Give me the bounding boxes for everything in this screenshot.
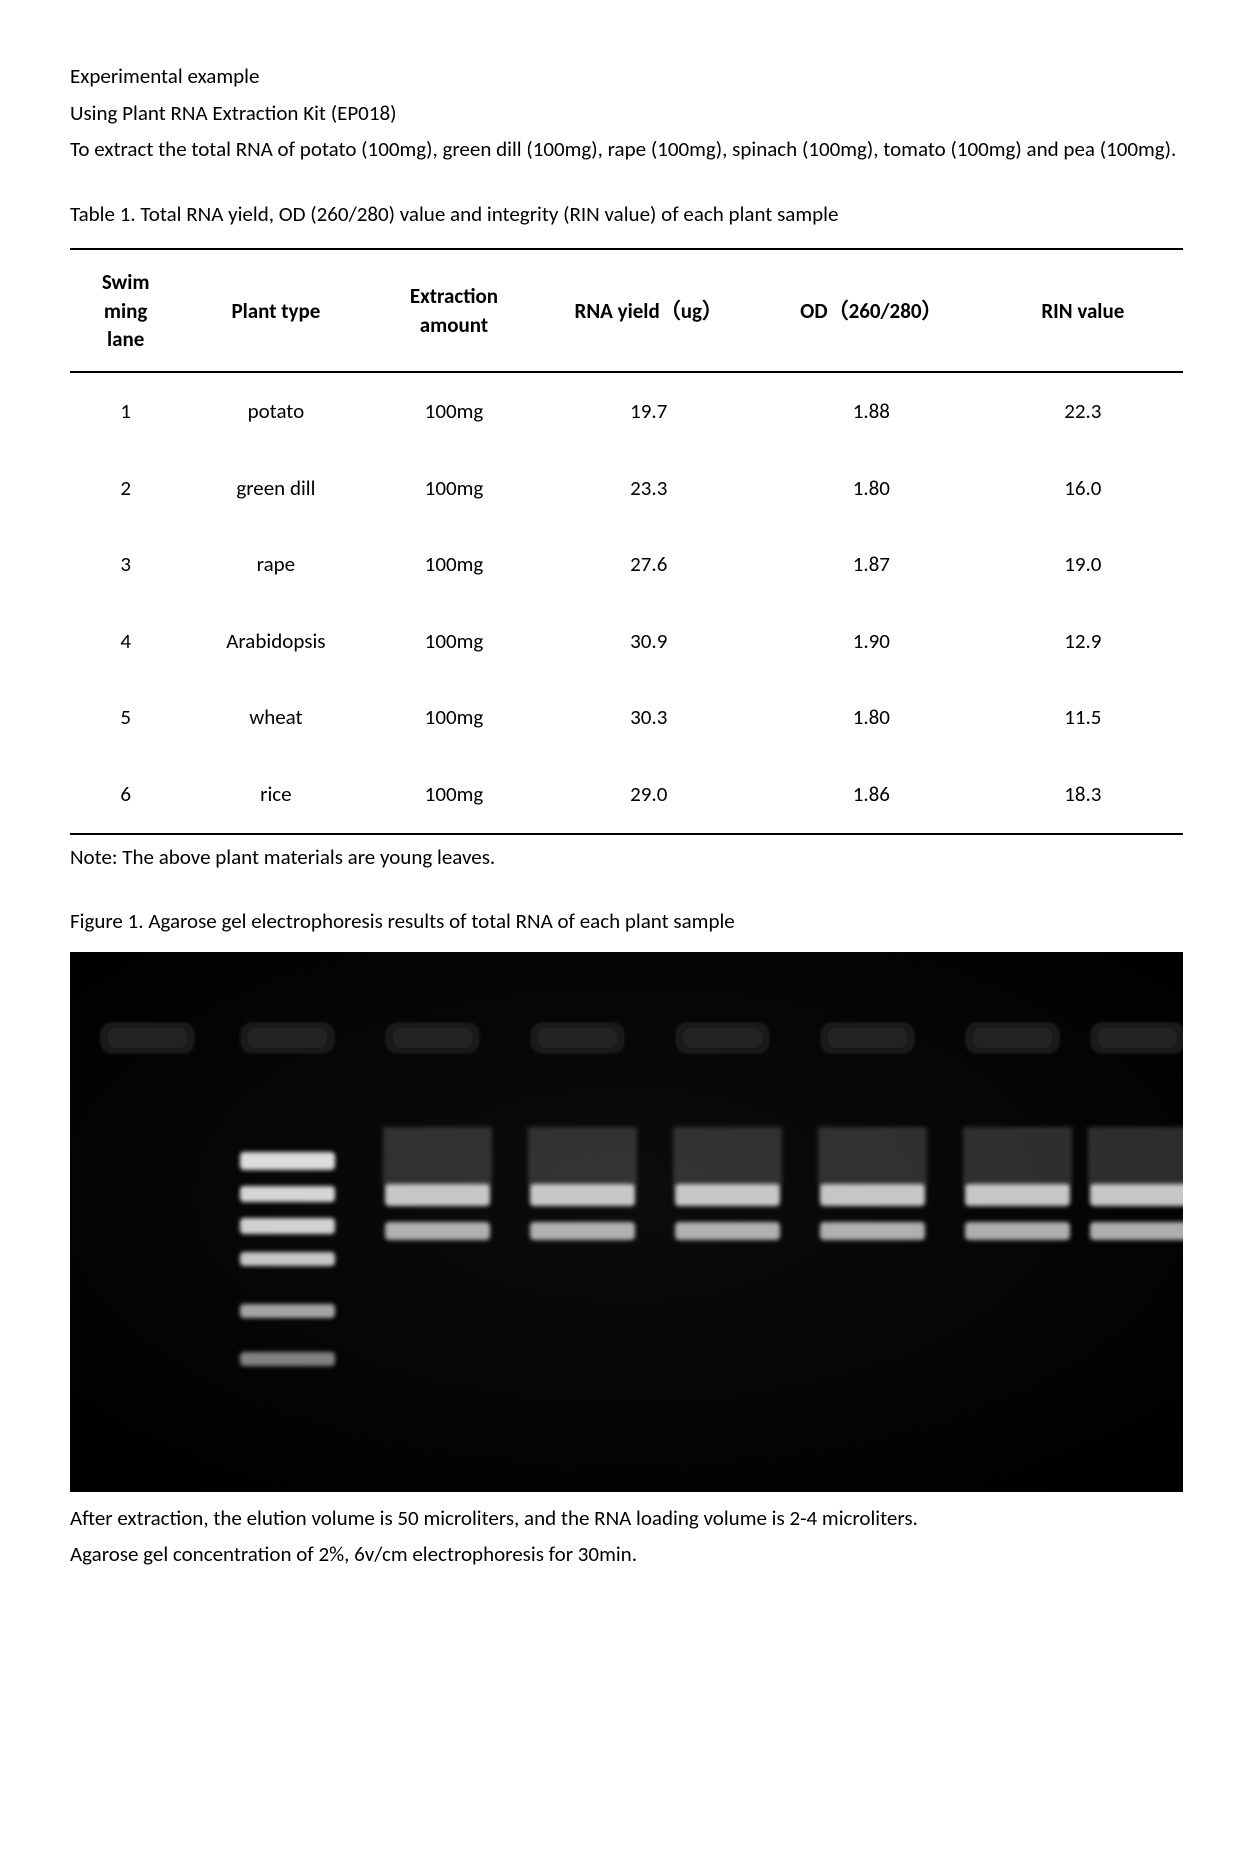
cell-yield: 27.6 [537, 526, 760, 603]
rna-yield-table: Swimminglane Plant type Extractionamount… [70, 248, 1183, 834]
after-figure-line-1: After extraction, the elution volume is … [70, 1502, 1183, 1535]
cell-type: potato [181, 372, 370, 450]
cell-yield: 30.3 [537, 679, 760, 756]
cell-od: 1.87 [760, 526, 983, 603]
cell-lane: 1 [70, 372, 181, 450]
col-header-amount: Extractionamount [371, 249, 538, 372]
cell-rin: 11.5 [983, 679, 1183, 756]
cell-amount: 100mg [371, 603, 538, 680]
col-header-rin: RIN value [983, 249, 1183, 372]
cell-type: green dill [181, 450, 370, 527]
table-row: 4Arabidopsis100mg30.91.9012.9 [70, 603, 1183, 680]
intro-line-1: Experimental example [70, 60, 1183, 93]
cell-yield: 23.3 [537, 450, 760, 527]
cell-lane: 5 [70, 679, 181, 756]
cell-lane: 6 [70, 756, 181, 834]
table-body: 1potato100mg19.71.8822.32green dill100mg… [70, 372, 1183, 833]
cell-rin: 19.0 [983, 526, 1183, 603]
cell-type: Arabidopsis [181, 603, 370, 680]
col-header-lane: Swimminglane [70, 249, 181, 372]
table-row: 3rape100mg27.61.8719.0 [70, 526, 1183, 603]
cell-od: 1.80 [760, 450, 983, 527]
cell-amount: 100mg [371, 450, 538, 527]
gel-svg [70, 952, 1183, 1492]
intro-line-2: Using Plant RNA Extraction Kit (EP018) [70, 97, 1183, 130]
cell-type: wheat [181, 679, 370, 756]
cell-lane: 3 [70, 526, 181, 603]
table-row: 5wheat100mg30.31.8011.5 [70, 679, 1183, 756]
cell-yield: 29.0 [537, 756, 760, 834]
cell-rin: 16.0 [983, 450, 1183, 527]
cell-amount: 100mg [371, 372, 538, 450]
col-header-type: Plant type [181, 249, 370, 372]
table-header-row: Swimminglane Plant type Extractionamount… [70, 249, 1183, 372]
cell-od: 1.86 [760, 756, 983, 834]
table-note: Note: The above plant materials are youn… [70, 841, 1183, 874]
col-header-od: OD（260/280） [760, 249, 983, 372]
cell-amount: 100mg [371, 679, 538, 756]
table-row: 1potato100mg19.71.8822.3 [70, 372, 1183, 450]
cell-od: 1.88 [760, 372, 983, 450]
gel-electrophoresis-figure [70, 952, 1183, 1492]
cell-lane: 2 [70, 450, 181, 527]
intro-line-3: To extract the total RNA of potato (100m… [70, 133, 1183, 166]
table-row: 2green dill100mg23.31.8016.0 [70, 450, 1183, 527]
cell-amount: 100mg [371, 526, 538, 603]
table-row: 6rice100mg29.01.8618.3 [70, 756, 1183, 834]
table-caption: Table 1. Total RNA yield, OD (260/280) v… [70, 198, 1183, 231]
cell-yield: 19.7 [537, 372, 760, 450]
col-header-yield: RNA yield（ug） [537, 249, 760, 372]
cell-type: rape [181, 526, 370, 603]
cell-type: rice [181, 756, 370, 834]
cell-rin: 12.9 [983, 603, 1183, 680]
cell-od: 1.80 [760, 679, 983, 756]
cell-lane: 4 [70, 603, 181, 680]
cell-yield: 30.9 [537, 603, 760, 680]
figure-caption: Figure 1. Agarose gel electrophoresis re… [70, 905, 1183, 938]
cell-rin: 22.3 [983, 372, 1183, 450]
cell-od: 1.90 [760, 603, 983, 680]
after-figure-line-2: Agarose gel concentration of 2%, 6v/cm e… [70, 1538, 1183, 1571]
cell-amount: 100mg [371, 756, 538, 834]
cell-rin: 18.3 [983, 756, 1183, 834]
